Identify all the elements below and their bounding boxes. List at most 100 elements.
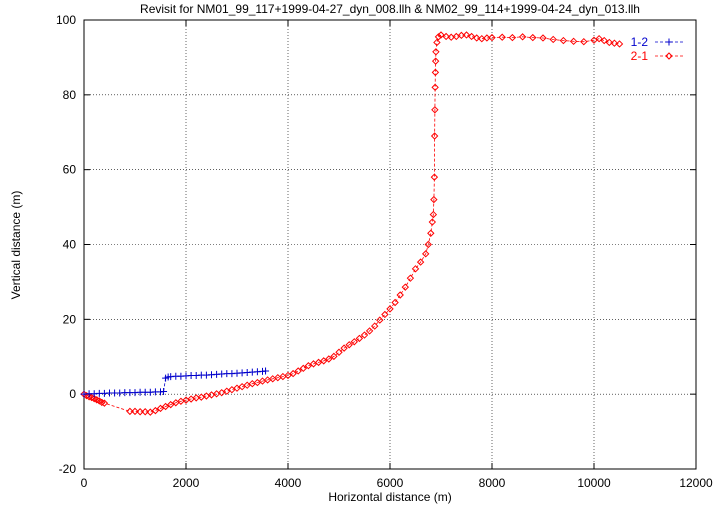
data-point — [430, 132, 439, 140]
data-point — [335, 348, 343, 356]
series-layer — [80, 31, 624, 416]
data-point — [433, 38, 441, 47]
legend-label: 2-1 — [631, 49, 649, 63]
grid-lines — [84, 20, 696, 469]
data-point — [166, 400, 175, 409]
data-point — [498, 33, 506, 41]
data-point — [529, 33, 537, 42]
data-point — [549, 35, 557, 44]
series-1-2 — [80, 367, 270, 398]
data-point — [508, 33, 517, 42]
data-point — [100, 399, 109, 407]
data-point — [431, 57, 440, 65]
data-point — [345, 341, 353, 349]
data-point — [472, 34, 481, 42]
data-point — [518, 33, 527, 41]
data-point — [600, 36, 608, 45]
data-point — [396, 291, 404, 299]
data-point — [416, 258, 425, 266]
y-tick-label: 60 — [63, 163, 77, 177]
data-point — [424, 240, 432, 249]
x-tick-label: 10000 — [577, 476, 611, 490]
data-point — [421, 250, 430, 258]
data-point — [580, 37, 588, 46]
data-point — [299, 364, 308, 373]
data-point — [411, 265, 420, 273]
data-point — [559, 36, 568, 45]
data-point — [151, 406, 160, 415]
data-point — [615, 40, 624, 48]
data-point — [136, 408, 144, 416]
data-point — [319, 357, 328, 365]
axis-ticks: 0 2000 4000 6000 8000 10000 12000 -20 0 20 40 60 80 1… — [56, 13, 713, 490]
data-point — [355, 334, 364, 343]
y-tick-label: 20 — [63, 312, 77, 326]
data-point — [610, 39, 619, 47]
data-point — [262, 367, 270, 375]
series-markers — [80, 31, 624, 416]
x-tick-label: 0 — [81, 476, 88, 490]
data-point — [304, 362, 313, 370]
data-point — [437, 31, 445, 39]
data-point — [462, 31, 471, 39]
x-axis-title: Horizontal distance (m) — [328, 490, 451, 504]
data-point — [457, 31, 466, 40]
data-point — [391, 298, 399, 307]
data-point — [330, 352, 338, 361]
data-point — [442, 32, 450, 41]
data-point — [431, 106, 439, 114]
data-point — [161, 402, 170, 411]
x-tick-label: 6000 — [377, 476, 404, 490]
data-point — [483, 34, 491, 42]
series-line — [83, 34, 620, 413]
data-point — [539, 34, 547, 42]
data-point — [431, 83, 439, 92]
data-point — [365, 327, 374, 335]
data-point — [141, 408, 149, 416]
data-point — [289, 369, 297, 378]
data-point — [429, 210, 438, 219]
data-point — [488, 33, 496, 42]
chart-title: Revisit for NM01_99_117+1999-04-27_dyn_0… — [140, 2, 640, 16]
legend-label: 1-2 — [631, 35, 649, 49]
y-tick-label: 0 — [69, 387, 76, 401]
x-tick-label: 8000 — [479, 476, 506, 490]
y-axis-title: Vertical distance (m) — [9, 191, 23, 300]
data-point — [467, 32, 476, 41]
data-point — [595, 35, 603, 43]
data-point — [126, 407, 134, 416]
data-point — [569, 37, 578, 46]
data-point — [427, 229, 435, 237]
data-point — [401, 283, 410, 291]
data-point — [131, 407, 139, 416]
y-tick-label: 40 — [63, 238, 77, 252]
data-point — [325, 355, 333, 363]
data-point — [406, 274, 415, 282]
data-point — [160, 388, 168, 396]
data-point — [350, 338, 359, 346]
data-point — [434, 33, 443, 41]
data-point — [340, 344, 348, 352]
data-point — [376, 316, 384, 324]
series-markers — [80, 367, 270, 398]
data-point — [665, 38, 673, 46]
plot-frame — [83, 19, 697, 470]
y-tick-label: 80 — [63, 88, 77, 102]
x-tick-label: 2000 — [173, 476, 200, 490]
data-point — [370, 322, 379, 330]
data-point — [428, 218, 437, 226]
data-point — [430, 195, 438, 204]
data-point — [605, 38, 614, 47]
x-tick-label: 12000 — [679, 476, 713, 490]
data-point — [386, 305, 394, 313]
data-point — [360, 331, 369, 339]
data-point — [430, 173, 439, 181]
data-point — [665, 52, 673, 60]
y-tick-label: 100 — [56, 13, 76, 27]
legend: 1-22-1 — [631, 35, 683, 63]
data-point — [381, 310, 389, 319]
data-point — [294, 367, 302, 375]
data-point — [284, 371, 292, 380]
